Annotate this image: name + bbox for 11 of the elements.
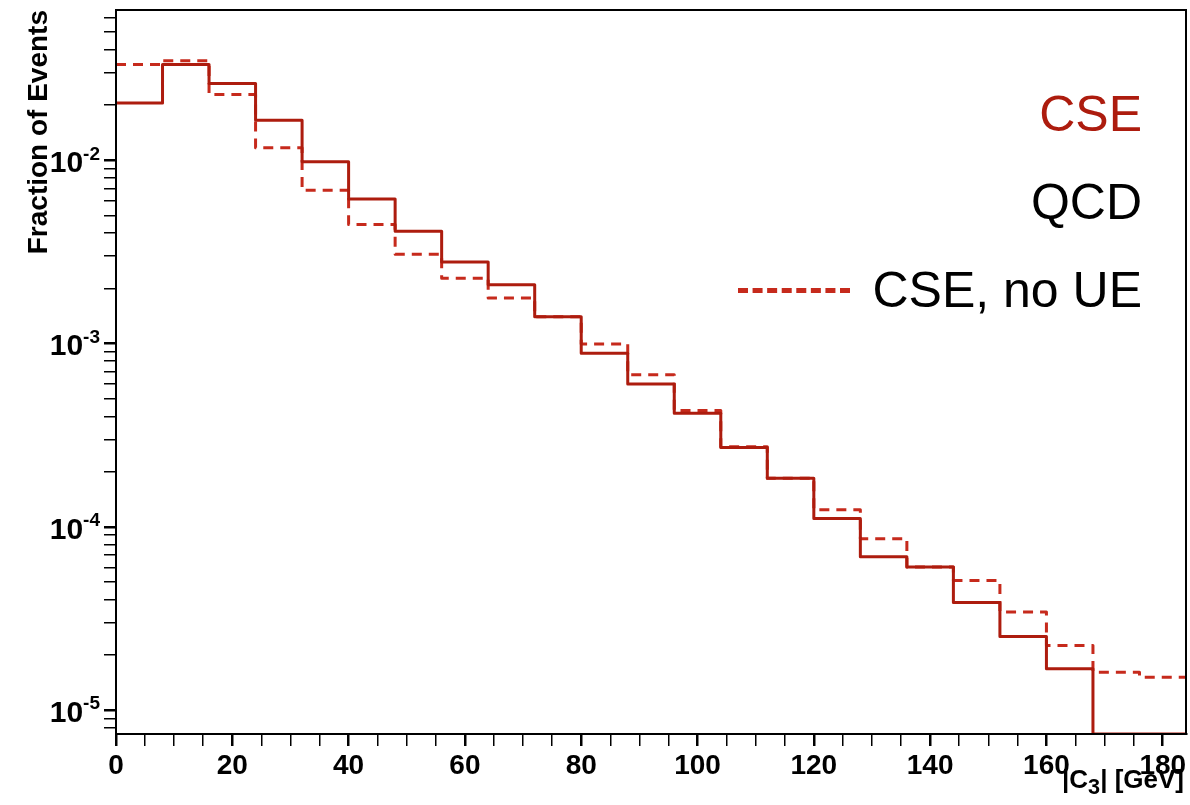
x-tick-label: 20	[216, 749, 248, 780]
text: CSE	[1039, 85, 1142, 144]
x-tick-label: 0	[108, 749, 124, 780]
x-tick-label: 120	[790, 749, 838, 780]
x-tick-label: 40	[333, 749, 365, 780]
x-tick-label: 60	[449, 749, 481, 780]
legend-label: CSE, no UE	[872, 261, 1142, 320]
annotation: QCD	[1030, 173, 1142, 232]
x-tick-label: 100	[674, 749, 721, 780]
x-tick-label: 140	[906, 749, 954, 780]
x-tick-label: 80	[565, 749, 597, 780]
